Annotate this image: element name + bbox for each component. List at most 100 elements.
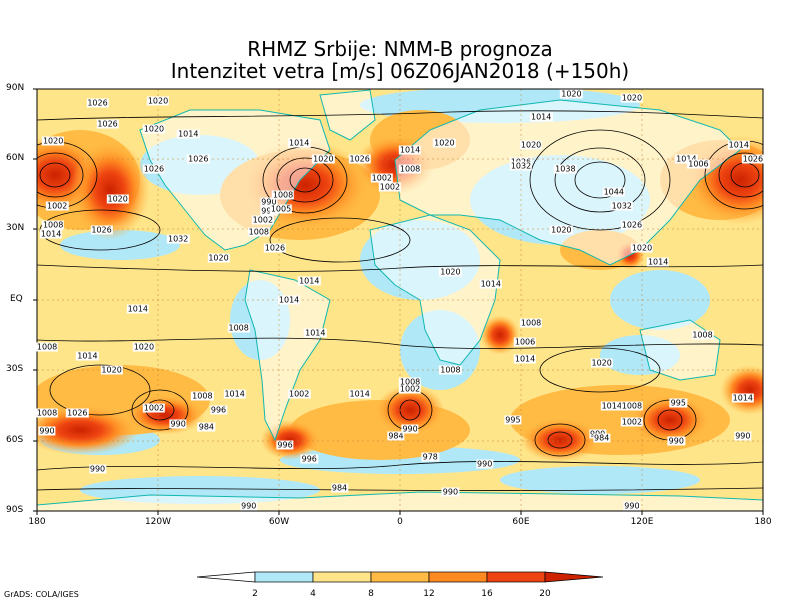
isobar-label: 1020 xyxy=(312,154,335,164)
isobar-label: 1008 xyxy=(439,365,462,375)
isobar-label: 1014 xyxy=(675,154,698,164)
isobar-label: 990 xyxy=(667,436,685,446)
isobar-label: 996 xyxy=(276,440,294,450)
isobar-label: 978 xyxy=(421,452,439,462)
isobar-label: 1020 xyxy=(550,225,573,235)
isobar-label: 1026 xyxy=(741,154,765,164)
isobar-label: 1014 xyxy=(513,354,537,364)
isobar-label: 1014 xyxy=(727,140,750,150)
isobar-label: 1026 xyxy=(620,220,644,230)
antarctica xyxy=(37,491,763,511)
isobar-label: 1006 xyxy=(687,159,710,169)
isobar-label: 1002 xyxy=(287,389,311,399)
map-title-line-2: Intenzitet vetra [m/s] 06Z06JAN2018 (+15… xyxy=(170,59,630,83)
isobar-label: 1020 xyxy=(142,124,166,134)
isobar-label: 1008 xyxy=(271,190,295,199)
lon-label-180w: 180 xyxy=(28,517,46,527)
isobar-label: 1002 xyxy=(370,173,394,183)
isobar-label: 990 xyxy=(88,464,107,474)
isobar-label: 1014 xyxy=(223,389,246,399)
isobar-label: 1008 xyxy=(519,318,543,328)
isobar-label: 1026 xyxy=(86,98,109,108)
axis-ticks xyxy=(33,88,764,515)
isobar-label: 1014 xyxy=(304,328,327,338)
colorbar-label: 2 xyxy=(252,589,258,599)
isobar-label: 1020 xyxy=(620,93,644,103)
isobar-label: 1008 xyxy=(191,391,214,401)
isobar-label: 984 xyxy=(330,483,349,493)
lat-label-eq: EQ xyxy=(10,294,23,304)
lat-label-90n: 90N xyxy=(6,83,25,93)
map-title-line-1: RHMZ Srbije: NMM-B prognoza xyxy=(247,37,553,61)
isobar-label: 1020 xyxy=(106,194,129,204)
isobar-label: 996 xyxy=(260,206,278,216)
colorbar-label: 20 xyxy=(539,589,551,599)
colorbar-seg-1 xyxy=(254,571,314,583)
isobar-label: 990 xyxy=(169,419,187,429)
isobar-label: 1020 xyxy=(207,253,230,263)
europe-asia xyxy=(394,99,741,266)
isobar-label: 1020 xyxy=(439,267,462,277)
colorbar-label: 12 xyxy=(423,589,435,599)
isobar-label: 1020 xyxy=(519,140,543,150)
isobar-label: 1020 xyxy=(41,136,65,146)
isobar-label: 1026 xyxy=(263,243,287,253)
lat-label-30n: 30N xyxy=(6,223,25,233)
isobar-label: 984 xyxy=(593,433,611,443)
isobar-label: 1014 xyxy=(479,279,502,289)
isobar-label: 1008 xyxy=(620,401,644,410)
lat-label-90s: 90S xyxy=(6,505,24,515)
isobar-label: 1026 xyxy=(509,157,533,167)
lon-label-60e: 60E xyxy=(512,517,530,527)
colorbar-seg-0 xyxy=(196,571,256,583)
colorbar-seg-3 xyxy=(370,571,430,583)
isobar-label: 1020 xyxy=(433,138,456,148)
isobar-label: 1002 xyxy=(142,403,166,413)
isobar-label: 1014 xyxy=(298,276,321,286)
colorbar-seg-5 xyxy=(486,571,546,583)
lat-label-60s: 60S xyxy=(6,435,24,445)
isobar-label: 1020 xyxy=(100,365,123,375)
isobar-label: 1014 xyxy=(126,304,150,314)
isobar-label: 996 xyxy=(209,405,228,415)
isobar-label: 1008 xyxy=(398,377,422,387)
colorbar-seg-6 xyxy=(544,571,604,583)
isobar-label: 1020 xyxy=(132,342,156,352)
lat-label-30s: 30S xyxy=(6,364,24,374)
grads-credit: GrADS: COLA/IGES xyxy=(4,590,79,599)
isobar-label: 984 xyxy=(197,422,216,432)
colorbar-label: 8 xyxy=(368,589,374,599)
isobar-label: 1008 xyxy=(35,408,59,418)
isobar-label: 1008 xyxy=(227,323,250,333)
isobar-label: 1014 xyxy=(398,145,422,155)
isobar-label: 1026 xyxy=(66,408,89,418)
continent-outlines xyxy=(37,89,763,511)
isobar-label: 1020 xyxy=(560,89,583,99)
isobar-label: 1014 xyxy=(348,389,371,399)
isobar-label: 1014 xyxy=(39,229,63,239)
colorbar-seg-4 xyxy=(428,571,488,583)
lat-label-60n: 60N xyxy=(6,153,25,163)
lon-label-60w: 60W xyxy=(268,517,290,527)
isobar-label: 1014 xyxy=(646,257,670,267)
isobar-label: 1038 xyxy=(554,164,577,174)
isobar-label: 996 xyxy=(300,454,318,464)
isobar-label: 1026 xyxy=(90,225,113,235)
isobar-label: 1032 xyxy=(166,234,190,244)
colorbar-label: 4 xyxy=(310,589,316,599)
isobar-label: 1026 xyxy=(187,154,210,164)
isobar-label: 1002 xyxy=(251,215,275,225)
isobar-label: 984 xyxy=(387,431,405,441)
isobar-label: 995 xyxy=(504,415,522,425)
isobar-label: 1014 xyxy=(287,138,311,148)
isobar-label: 1032 xyxy=(610,201,634,211)
colorbar-label: 16 xyxy=(481,589,493,599)
isobar-label: 995 xyxy=(669,398,687,408)
lon-label-180e: 180 xyxy=(754,517,772,527)
africa xyxy=(369,214,501,366)
isobar-label: 1008 xyxy=(398,164,422,174)
isobar-label: 1005 xyxy=(269,204,293,214)
isobar-label: 990 xyxy=(260,197,278,207)
lon-label-120e: 120E xyxy=(630,517,654,527)
